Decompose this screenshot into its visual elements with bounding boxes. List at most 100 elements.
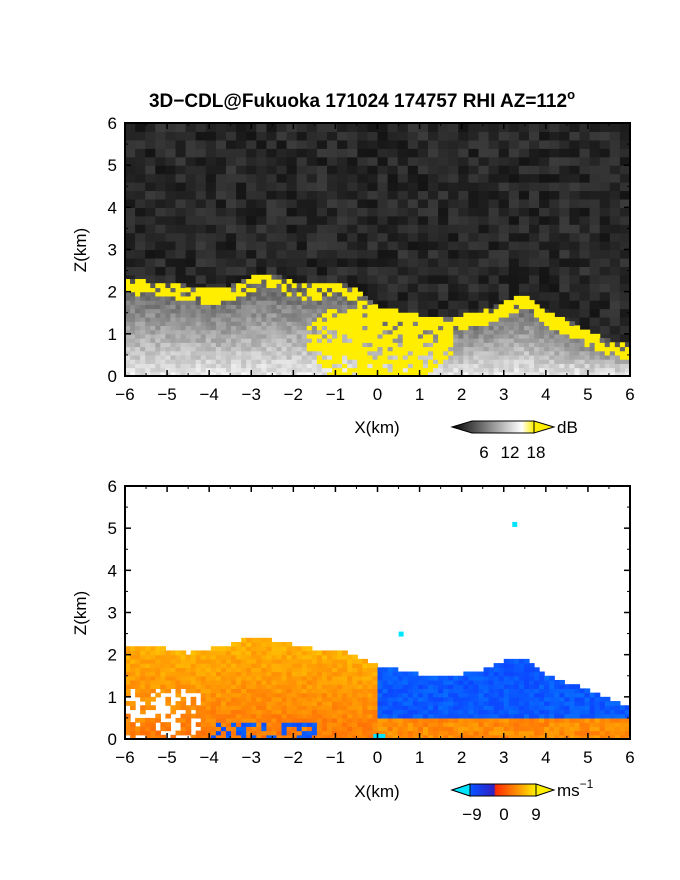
echo-cell xyxy=(296,291,303,297)
velocity-cell xyxy=(513,679,520,685)
echo-cell xyxy=(569,354,576,360)
noise-cell xyxy=(438,207,449,217)
echo-cell xyxy=(311,346,318,352)
echo-cell xyxy=(150,291,156,297)
echo-cell xyxy=(200,329,207,335)
velocity-cell xyxy=(417,722,424,727)
echo-cell xyxy=(529,325,535,331)
echo-cell xyxy=(296,287,303,293)
echo-cell xyxy=(579,329,586,335)
velocity-cell xyxy=(286,684,293,689)
noise-cell xyxy=(165,165,177,175)
velocity-cell xyxy=(286,654,293,660)
noise-cell xyxy=(226,224,237,234)
echo-cell xyxy=(438,367,444,373)
velocity-cell xyxy=(231,646,237,652)
echo-cell xyxy=(135,283,141,289)
echo-cell xyxy=(130,325,136,331)
velocity-cell xyxy=(241,692,247,698)
noise-cell xyxy=(327,257,338,267)
echo-cell xyxy=(513,300,520,305)
echo-cell xyxy=(412,342,419,348)
noise-cell xyxy=(175,182,187,192)
noise-cell xyxy=(175,165,187,175)
echo-cell xyxy=(594,367,601,373)
velocity-cell xyxy=(215,730,222,736)
echo-cell xyxy=(180,346,187,352)
velocity-cell xyxy=(220,667,227,673)
echo-cell xyxy=(316,316,323,322)
velocity-cell xyxy=(377,692,384,698)
noise-cell xyxy=(508,266,520,276)
velocity-cell xyxy=(306,709,313,715)
noise-cell xyxy=(155,139,166,149)
velocity-cell xyxy=(529,722,535,727)
noise-cell xyxy=(448,173,459,183)
echo-cell xyxy=(130,367,136,373)
velocity-cell xyxy=(417,726,424,732)
velocity-cell xyxy=(412,688,419,694)
echo-cell xyxy=(140,329,146,335)
noise-cell xyxy=(266,257,278,267)
noise-cell xyxy=(508,232,520,242)
echo-cell xyxy=(377,342,384,348)
noise-cell xyxy=(559,148,570,158)
velocity-cell xyxy=(392,709,399,715)
velocity-cell xyxy=(377,722,384,727)
velocity-cell xyxy=(246,709,252,715)
velocity-cell xyxy=(347,688,353,694)
velocity-cell xyxy=(246,667,252,673)
echo-cell xyxy=(357,342,363,348)
noise-cell xyxy=(448,291,459,301)
velocity-cell xyxy=(397,713,404,719)
noise-cell xyxy=(306,165,318,175)
velocity-cell xyxy=(337,671,343,677)
echo-cell xyxy=(463,342,469,348)
echo-cell xyxy=(579,350,586,356)
echo-cell xyxy=(291,300,298,305)
velocity-cell xyxy=(478,734,485,739)
velocity-cell xyxy=(352,701,358,706)
echo-cell xyxy=(448,329,454,335)
noise-cell xyxy=(619,123,630,133)
echo-cell xyxy=(276,333,283,339)
noise-cell xyxy=(438,123,449,133)
velocity-cell xyxy=(296,658,303,664)
noise-cell xyxy=(609,257,621,267)
echo-cell xyxy=(306,367,313,373)
velocity-cell xyxy=(200,684,207,689)
echo-cell xyxy=(195,333,202,339)
noise-cell xyxy=(559,291,570,301)
noise-cell xyxy=(539,207,550,217)
echo-cell xyxy=(372,367,379,373)
echo-cell xyxy=(508,367,515,373)
velocity-cell xyxy=(130,658,136,664)
velocity-cell xyxy=(231,688,237,694)
echo-cell xyxy=(286,287,293,293)
echo-cell xyxy=(140,291,146,297)
noise-cell xyxy=(458,266,469,276)
echo-cell xyxy=(321,342,328,348)
velocity-cell xyxy=(190,667,197,673)
echo-cell xyxy=(220,346,227,352)
echo-cell xyxy=(210,367,217,373)
velocity-cell xyxy=(296,675,303,681)
velocity-cell xyxy=(453,713,459,719)
echo-cell xyxy=(236,354,242,360)
echo-cell xyxy=(594,346,601,352)
velocity-cell xyxy=(271,730,278,736)
velocity-cell xyxy=(291,692,298,698)
velocity-cell xyxy=(544,701,550,706)
echo-cell xyxy=(296,354,303,360)
velocity-cell xyxy=(483,684,490,689)
noise-cell xyxy=(135,207,146,217)
echo-cell xyxy=(473,312,480,318)
noise-cell xyxy=(125,257,136,267)
velocity-cell xyxy=(261,709,267,715)
noise-cell xyxy=(539,266,550,276)
echo-cell xyxy=(150,312,156,318)
y-tick-label: 1 xyxy=(108,325,117,344)
noise-cell xyxy=(246,148,257,158)
velocity-cell xyxy=(337,705,343,711)
echo-cell xyxy=(594,363,601,369)
